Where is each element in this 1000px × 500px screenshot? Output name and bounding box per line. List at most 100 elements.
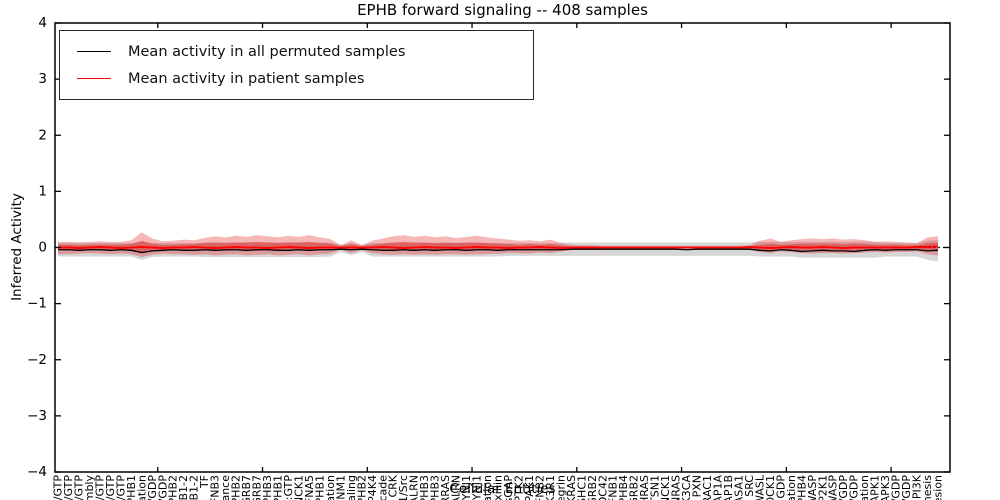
category-label: CDC42/GDP bbox=[837, 475, 850, 500]
category-label: ITSN1 bbox=[649, 475, 662, 500]
category-label: KRAS bbox=[565, 475, 578, 500]
category-label: EFNB2 bbox=[533, 475, 546, 500]
category-label: Rap1/GTP bbox=[104, 475, 117, 500]
category-label: JNK cascade bbox=[376, 475, 389, 500]
category-label: RRAS bbox=[439, 475, 452, 500]
category-label: NRAS bbox=[670, 475, 683, 500]
permuted-mean-line bbox=[58, 248, 939, 254]
category-label: Ephrin B/EPHB1/Src/Paxillin bbox=[492, 475, 505, 500]
category-label: Ephrin B/EPHB3 bbox=[429, 475, 442, 500]
category-label: Rac1/GTP bbox=[72, 475, 85, 500]
category-label: Ephrin B2/EPHB1-2 bbox=[177, 475, 190, 500]
y-tick-label: 2 bbox=[38, 127, 47, 143]
legend-entry-permuted: Mean activity in all permuted samples bbox=[77, 38, 529, 65]
category-label: EPHB4 bbox=[617, 475, 630, 500]
category-label: WASL bbox=[753, 474, 766, 500]
category-label: PAK1 bbox=[523, 475, 536, 500]
category-label: endothelial cell migration bbox=[324, 475, 337, 500]
category-label: SYNJ1 bbox=[460, 475, 473, 500]
chart-title: EPHB forward signaling -- 408 samples bbox=[357, 1, 648, 19]
category-label: ROCK1 bbox=[764, 475, 777, 500]
category-label: Ephrin B1/EPHB1-2/NCK1 bbox=[292, 475, 305, 500]
category-label: RAP1A bbox=[712, 475, 725, 500]
category-label: Ephrin B/EPHB1/GRB7 bbox=[251, 475, 264, 500]
category-label: ruffle organization bbox=[785, 475, 798, 500]
category-label: MAP4K4 bbox=[366, 475, 379, 500]
legend-label: Mean activity in patient samples bbox=[128, 70, 365, 87]
category-label: Ephrin B/EPHB1/Src/p52 SHC/GRB2 bbox=[586, 475, 599, 500]
category-label: RASA1 bbox=[732, 475, 745, 500]
category-label: lamellipodium assembly bbox=[83, 475, 96, 500]
category-label: RAP1B bbox=[722, 475, 735, 500]
category-label: Ephrin B2/EPHB4 bbox=[795, 475, 808, 500]
category-label: CRK bbox=[387, 474, 400, 497]
category-label: EPHB2 bbox=[167, 475, 180, 500]
y-tick-label: 3 bbox=[38, 71, 47, 87]
category-label: Intersectin/N-WASP bbox=[827, 475, 840, 500]
category-label: SHC1 bbox=[575, 475, 588, 500]
y-tick-label: 1 bbox=[38, 183, 47, 199]
category-label: RAS family/GTP bbox=[114, 475, 127, 500]
category-label: PI3K bbox=[911, 474, 924, 499]
category-label: KALRN bbox=[450, 475, 463, 500]
category-label: cell-cell signaling bbox=[345, 475, 358, 500]
category-label: Ephrin B/EPHB2/KALRN bbox=[408, 475, 421, 500]
category-label: EFNB1 bbox=[607, 475, 620, 500]
category-label: CDC42 bbox=[596, 475, 609, 500]
category-label: cell migration bbox=[858, 475, 871, 500]
category-label: Ephrin B/EPHB1 bbox=[313, 475, 326, 500]
y-tick-label: 0 bbox=[38, 240, 47, 256]
legend-entry-patient: Mean activity in patient samples bbox=[77, 65, 529, 92]
category-label: RAC1-CDC42/GTP bbox=[52, 475, 65, 500]
category-label: EFNA5 bbox=[303, 475, 316, 500]
y-tick-label: −4 bbox=[27, 464, 47, 480]
category-label: NCK1 bbox=[659, 475, 672, 500]
category-label: MAPK1 bbox=[869, 475, 882, 500]
category-label: PIK3CA bbox=[680, 475, 693, 500]
category-label: PXN bbox=[691, 475, 704, 497]
category-label: actin cytoskeleton reorganization bbox=[135, 475, 148, 500]
category-label: Ephrin B1/EPHB1 bbox=[272, 475, 285, 500]
category-label: RAC1 bbox=[701, 475, 714, 500]
category-label: Ephrin B/EPHB1/Src bbox=[397, 475, 410, 500]
category-label: DNM1 bbox=[334, 475, 347, 500]
category-label: SRC bbox=[743, 475, 756, 497]
category-label: RAS family/GDP bbox=[146, 475, 159, 500]
x-axis-label: Cellular Entities bbox=[449, 481, 556, 497]
patient-core-band bbox=[58, 240, 938, 252]
category-label: Rac1/GDP bbox=[848, 475, 861, 500]
category-label: Ephrin B/EPHB2/Intersectin/N-WASP bbox=[806, 475, 819, 500]
category-label: HRAS bbox=[638, 475, 651, 500]
category-label: MAP2K1 bbox=[816, 475, 829, 500]
category-label: TF bbox=[198, 475, 211, 489]
category-label: Ephrin B1/EPHB1-2 bbox=[188, 475, 201, 500]
category-label: Ephrin B/EPHB2 bbox=[355, 475, 368, 500]
category-label: HRAS/GTP bbox=[62, 475, 75, 500]
category-label: EFNB3 bbox=[209, 475, 222, 500]
category-label: RAC1-CDC42/GDP bbox=[890, 475, 903, 500]
y-tick-label: −1 bbox=[27, 296, 47, 312]
category-label: EPHB3 bbox=[261, 475, 274, 500]
category-label: neuron projection morphogenesis bbox=[921, 475, 934, 500]
category-label: cell-cell adhesion bbox=[932, 475, 945, 500]
category-label: HRAS/GDP bbox=[156, 475, 169, 500]
category-label: mol:GTP bbox=[282, 475, 295, 500]
patient-line-swatch bbox=[77, 78, 111, 79]
category-label: Endophilin/SYNJ1 bbox=[471, 475, 484, 500]
category-label: PTK2 bbox=[512, 475, 525, 500]
category-label: Ephrin B/EPHB2/RasGAP bbox=[502, 475, 515, 500]
category-label: CDC42/GTP bbox=[93, 475, 106, 500]
category-label: GRB7 bbox=[240, 475, 253, 500]
category-label: Ephrin A5/EPHB2 bbox=[230, 475, 243, 500]
y-tick-label: 4 bbox=[38, 15, 47, 31]
category-label: GRB2 bbox=[628, 475, 641, 500]
permuted-line-swatch bbox=[77, 51, 111, 52]
category-label: EPHB1 bbox=[125, 475, 138, 500]
legend: Mean activity in all permuted samples Me… bbox=[59, 30, 534, 100]
category-label: RAP1/GDP bbox=[900, 475, 913, 500]
category-label: Ephrin B1/EPHB3 bbox=[418, 475, 431, 500]
category-label: axon guidance bbox=[219, 475, 232, 500]
patient-mean-line bbox=[58, 245, 939, 249]
y-tick-label: −2 bbox=[27, 352, 47, 368]
